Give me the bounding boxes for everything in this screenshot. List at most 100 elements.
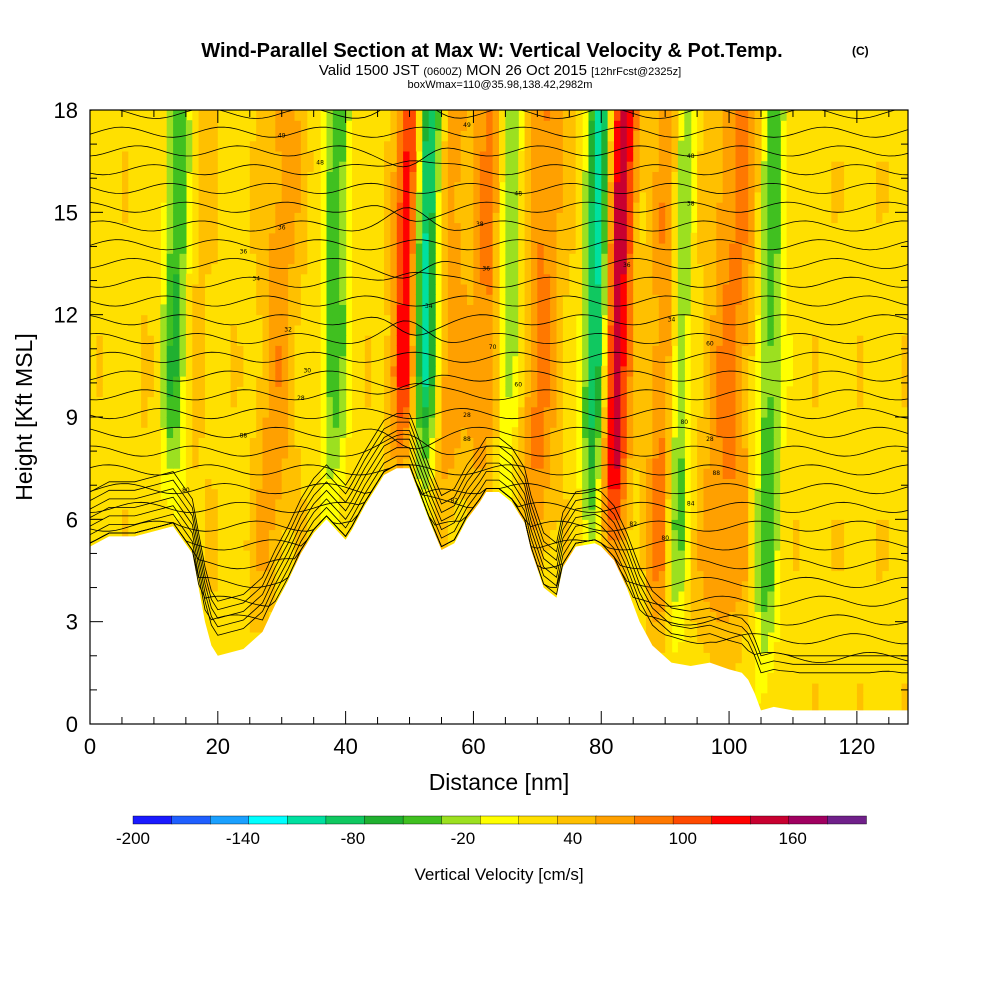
velocity-cell <box>441 140 449 152</box>
velocity-cell <box>422 110 430 121</box>
velocity-cell <box>262 232 270 244</box>
velocity-cell <box>141 202 149 213</box>
velocity-cell <box>345 509 353 520</box>
velocity-cell <box>524 284 532 295</box>
velocity-cell <box>345 110 353 121</box>
velocity-cell <box>582 324 590 336</box>
velocity-cell <box>294 202 302 213</box>
velocity-cell <box>237 529 244 541</box>
velocity-cell <box>537 539 545 551</box>
velocity-cell <box>473 406 481 418</box>
velocity-cell <box>620 457 628 469</box>
velocity-cell <box>326 427 334 438</box>
velocity-cell <box>639 110 647 121</box>
velocity-cell <box>582 171 590 183</box>
velocity-cell <box>281 324 289 336</box>
velocity-cell <box>467 150 474 162</box>
velocity-cell <box>562 314 570 326</box>
velocity-cell <box>626 509 634 520</box>
velocity-cell <box>556 550 564 561</box>
velocity-cell <box>249 529 257 541</box>
velocity-cell <box>441 376 449 387</box>
velocity-cell <box>147 324 155 336</box>
velocity-cell <box>390 222 398 234</box>
velocity-cell <box>620 376 628 387</box>
velocity-cell <box>237 591 244 602</box>
velocity-cell <box>658 191 666 203</box>
velocity-cell <box>390 294 398 305</box>
velocity-cell <box>288 396 296 408</box>
velocity-cell <box>531 273 538 285</box>
velocity-cell <box>275 447 283 459</box>
velocity-cell <box>550 130 558 142</box>
velocity-cell <box>294 345 302 357</box>
velocity-cell <box>371 191 379 203</box>
velocity-cell <box>415 376 423 387</box>
velocity-cell <box>300 181 308 193</box>
velocity-cell <box>364 110 372 121</box>
velocity-cell <box>652 212 660 224</box>
velocity-cell <box>626 406 634 418</box>
velocity-cell <box>447 140 455 152</box>
velocity-cell <box>454 529 462 541</box>
velocity-cell <box>160 181 168 193</box>
velocity-cell <box>109 232 117 244</box>
velocity-cell <box>358 304 366 316</box>
velocity-cell <box>249 345 257 357</box>
velocity-cell <box>562 130 570 142</box>
velocity-cell <box>147 181 155 193</box>
velocity-cell <box>211 621 219 633</box>
velocity-cell <box>288 498 296 510</box>
velocity-cell <box>403 427 411 438</box>
velocity-cell <box>147 386 155 398</box>
velocity-cell <box>377 150 385 162</box>
velocity-cell <box>294 314 302 326</box>
velocity-cell <box>364 427 372 438</box>
velocity-cell <box>192 212 200 224</box>
velocity-cell <box>639 243 647 254</box>
velocity-cell <box>109 191 117 203</box>
velocity-cell <box>281 509 289 520</box>
velocity-cell <box>153 284 161 295</box>
velocity-cell <box>537 509 545 520</box>
velocity-cell <box>192 478 200 490</box>
velocity-cell <box>307 253 315 265</box>
velocity-cell <box>614 560 621 572</box>
velocity-cell <box>166 365 174 377</box>
velocity-cell <box>364 396 372 408</box>
velocity-cell <box>594 150 602 162</box>
velocity-cell <box>217 539 225 551</box>
velocity-cell <box>237 232 244 244</box>
velocity-cell <box>288 355 296 367</box>
velocity-cell <box>307 468 315 479</box>
velocity-cell <box>384 314 391 326</box>
velocity-cell <box>537 304 545 316</box>
velocity-cell <box>562 396 570 408</box>
velocity-cell <box>486 171 494 183</box>
velocity-cell <box>550 509 558 520</box>
velocity-cell <box>658 212 666 224</box>
velocity-cell <box>479 335 487 346</box>
velocity-cell <box>147 437 155 449</box>
velocity-cell <box>268 406 276 418</box>
velocity-cell <box>556 181 564 193</box>
velocity-cell <box>249 273 257 285</box>
velocity-cell <box>454 406 462 418</box>
velocity-cell <box>626 222 634 234</box>
velocity-cell <box>562 509 570 520</box>
velocity-cell <box>313 335 321 346</box>
velocity-cell <box>224 417 232 428</box>
velocity-cell <box>160 396 168 408</box>
velocity-cell <box>428 427 436 438</box>
velocity-cell <box>198 161 206 172</box>
velocity-cell <box>556 284 564 295</box>
velocity-cell <box>243 560 251 572</box>
velocity-cell <box>237 498 244 510</box>
velocity-cell <box>646 130 653 142</box>
velocity-cell <box>614 488 621 500</box>
velocity-cell <box>102 171 110 183</box>
velocity-cell <box>639 263 647 275</box>
velocity-cell <box>537 171 545 183</box>
velocity-cell <box>268 263 276 275</box>
velocity-cell <box>384 171 391 183</box>
